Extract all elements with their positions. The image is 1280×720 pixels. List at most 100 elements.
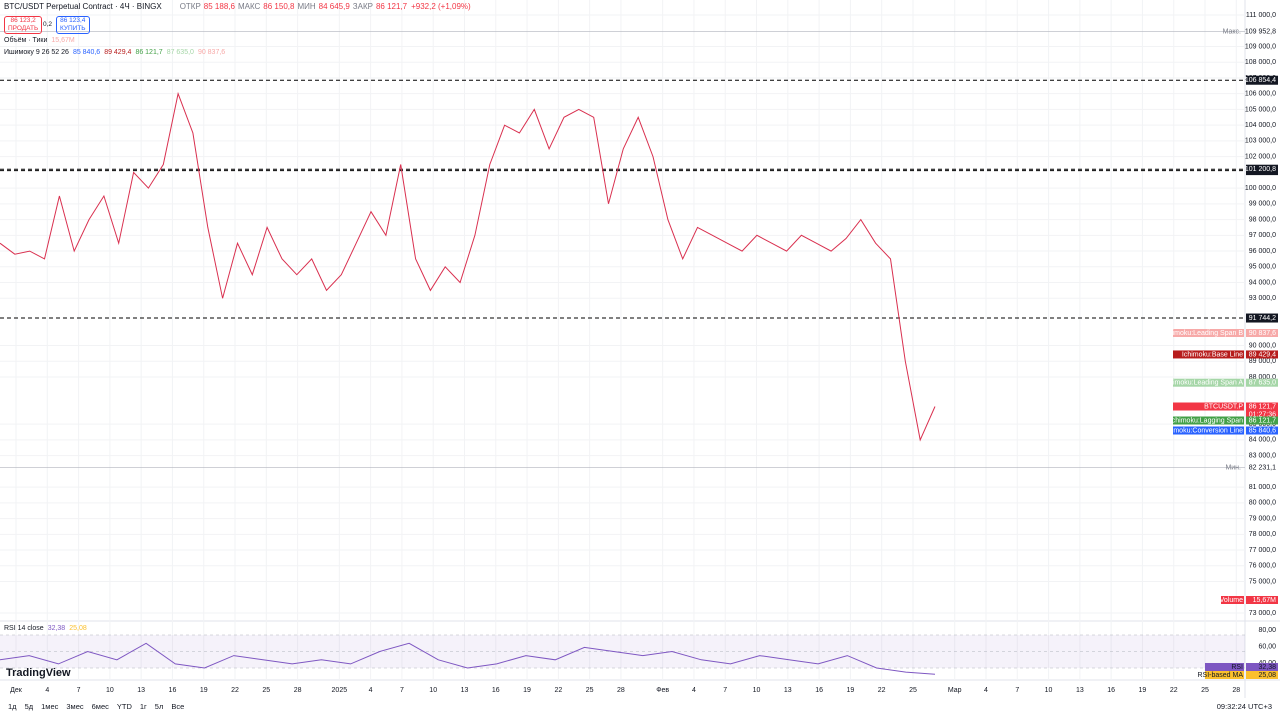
volume-indicator[interactable]: Объём · Тики 15,67M [4, 37, 75, 44]
x-tick-label: 13 [784, 687, 792, 694]
extreme-label: 82 231,1 [1249, 465, 1276, 472]
x-tick-label: 16 [815, 687, 823, 694]
x-tick-label: 16 [492, 687, 500, 694]
overlay-tag [1246, 416, 1278, 425]
rsi-tag [1246, 671, 1278, 679]
x-tick-label: 13 [461, 687, 469, 694]
y-tick-label: 111 000,0 [1246, 12, 1276, 19]
change: +932,2 (+1,09%) [411, 2, 471, 11]
range-button[interactable]: YTD [116, 702, 132, 711]
rsi-name: RSI-based MA [1197, 672, 1243, 679]
y-tick-label: 80 000,0 [1249, 500, 1276, 507]
overlay-name: Ichimoku:Conversion Line [1162, 427, 1243, 434]
overlay-tag [1246, 350, 1278, 359]
range-button[interactable]: Все [171, 702, 185, 711]
rsi-value: 25,08 [1258, 672, 1276, 679]
x-tick-label: 25 [586, 687, 594, 694]
overlay-name: BTCUSDT.P [1204, 403, 1243, 410]
overlay-label: 90 837,6 [1249, 330, 1276, 337]
range-button[interactable]: 1д [8, 702, 17, 711]
extreme-name: Мин. [1225, 465, 1241, 472]
x-tick-label: 28 [617, 687, 625, 694]
range-button[interactable]: 1г [139, 702, 147, 711]
volume-tag [1246, 596, 1278, 604]
range-button[interactable]: 6мес [91, 702, 109, 711]
extreme-name: Макс. [1223, 28, 1241, 35]
x-tick-label: 7 [1015, 687, 1019, 694]
logo: TradingView [6, 667, 71, 679]
y-tick-label: 88 000,0 [1249, 374, 1276, 381]
indicator-value: 85 840,6 [72, 49, 101, 56]
x-tick-label: 25 [262, 687, 270, 694]
x-tick-label: Мар [948, 687, 962, 694]
y-tick-label: 90 000,0 [1249, 342, 1276, 349]
y-tick-label: 79 000,0 [1249, 515, 1276, 522]
y-tick-label: 97 000,0 [1249, 232, 1276, 239]
x-tick-label: 7 [723, 687, 727, 694]
overlay-name: Ichimoku:Leading Span A [1164, 380, 1244, 387]
indicator-name: RSI 14 close [4, 625, 44, 632]
y-tick-label: 84 000,0 [1249, 437, 1276, 444]
rsi-tick-label: 60,00 [1258, 643, 1276, 650]
level-tag [1246, 164, 1278, 174]
overlay-name-bg [1173, 329, 1244, 337]
y-tick-label: 77 000,0 [1249, 547, 1276, 554]
rsi-name: RSI [1231, 664, 1243, 671]
sell-button[interactable]: 86 123,2 ПРОДАТЬ [4, 16, 43, 34]
y-tick-label: 94 000,0 [1249, 279, 1276, 286]
overlay-name-bg [1173, 402, 1244, 411]
x-tick-label: 22 [878, 687, 886, 694]
overlay-label: 86 121,7 [1249, 417, 1276, 424]
y-tick-label: 81 000,0 [1249, 484, 1276, 491]
x-tick-label: 19 [200, 687, 208, 694]
rsi-indicator[interactable]: RSI 14 close 32,38 25,08 [4, 625, 87, 632]
x-tick-label: 19 [847, 687, 855, 694]
buy-button[interactable]: 86 123,4 КУПИТЬ [56, 16, 90, 34]
x-tick-label: 2025 [332, 687, 348, 694]
y-tick-label: 109 000,0 [1245, 43, 1276, 50]
indicator-value: 90 837,6 [197, 49, 226, 56]
x-tick-label: 10 [1045, 687, 1053, 694]
y-tick-label: 108 000,0 [1245, 59, 1276, 66]
volume-value: 15,67M [1253, 597, 1277, 604]
symbol-header: BTC/USDT Perpetual Contract · 4Ч · BINGX… [4, 2, 471, 11]
countdown: 01:27:36 [1249, 411, 1276, 418]
ichimoku-indicator[interactable]: Ишимоку 9 26 52 26 85 840,6 89 429,4 86 121… [4, 49, 225, 56]
range-button[interactable]: 5д [24, 702, 34, 711]
toolbar: 1д 5д 1мес 3мес 6мес YTD 1г 5л Все [8, 702, 184, 711]
rsi-value: 32,38 [1258, 664, 1276, 671]
y-tick-label: 83 000,0 [1249, 452, 1276, 459]
rsi-tick-label: 80,00 [1258, 627, 1276, 634]
x-tick-label: 16 [169, 687, 177, 694]
overlay-name-bg [1173, 426, 1244, 435]
overlay-tag [1246, 329, 1278, 337]
sell-price: 86 123,2 [10, 17, 36, 24]
range-button[interactable]: 1мес [41, 702, 59, 711]
y-tick-label: 105 000,0 [1245, 106, 1276, 113]
x-tick-label: Фев [656, 687, 669, 694]
indicator-value: 86 121,7 [135, 49, 163, 56]
y-tick-label: 102 000,0 [1245, 153, 1276, 160]
y-tick-label: 96 000,0 [1249, 248, 1276, 255]
level-label: 101 200,8 [1245, 166, 1276, 173]
range-button[interactable]: 3мес [66, 702, 84, 711]
ohlc-value: 86 121,7 [375, 2, 408, 11]
symbol[interactable]: BTC/USDT Perpetual Contract · 4Ч · BINGX [4, 2, 162, 11]
volume-name-bg [1221, 596, 1244, 604]
indicator-name: Объём · Тики [4, 37, 48, 44]
x-tick-label: 19 [523, 687, 531, 694]
y-tick-label: 103 000,0 [1245, 138, 1276, 145]
ohlc-key: МИН [297, 2, 316, 11]
ohlc: ОТКР 85 188,6 МАКС 86 150,8 МИН 84 645,9 ЗАКР 8… [180, 2, 407, 11]
x-tick-label: 19 [1139, 687, 1147, 694]
x-tick-label: 10 [753, 687, 761, 694]
range-button[interactable]: 5л [154, 702, 164, 711]
x-tick-label: 7 [77, 687, 81, 694]
x-tick-label: 22 [1170, 687, 1178, 694]
indicator-value: 89 429,4 [104, 49, 132, 56]
spread: 0,2 [43, 21, 53, 28]
extreme-label: 109 952,8 [1245, 28, 1276, 35]
x-tick-label: 28 [1232, 687, 1240, 694]
